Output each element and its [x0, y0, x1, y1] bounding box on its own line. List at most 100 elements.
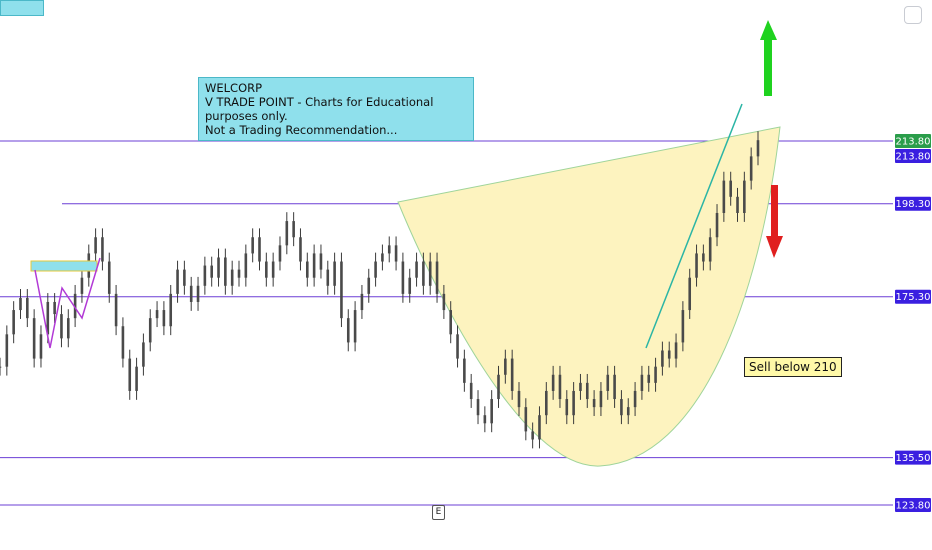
- candle-body: [510, 358, 514, 391]
- candle-body: [135, 366, 138, 391]
- candle-body: [176, 269, 179, 294]
- candle-body: [285, 221, 289, 246]
- candle-body: [688, 277, 692, 311]
- candle-body: [278, 245, 282, 262]
- candle-body: [196, 285, 200, 302]
- top-symbol-tag: [0, 0, 44, 16]
- y-label-5: 123.80: [896, 501, 931, 512]
- candle-body: [428, 261, 432, 286]
- candle-body: [142, 342, 145, 367]
- candle-body: [237, 269, 241, 278]
- up-arrow-head: [760, 20, 777, 40]
- event-marker[interactable]: E: [432, 505, 445, 520]
- candle-body: [394, 245, 398, 262]
- candle-body: [476, 399, 480, 416]
- candle-body: [381, 253, 384, 262]
- candle-body: [53, 301, 56, 315]
- candle-body: [736, 196, 739, 213]
- candle-body: [661, 350, 664, 367]
- candle-body: [12, 310, 15, 335]
- note-line-3: Not a Trading Recommendation...: [205, 123, 398, 137]
- candle-body: [654, 366, 657, 383]
- candle-body: [613, 374, 616, 400]
- chart-settings-icon[interactable]: [904, 6, 922, 24]
- candle-body: [756, 140, 760, 157]
- candle-body: [674, 342, 678, 359]
- candle-body: [401, 261, 405, 294]
- candle-body: [531, 431, 534, 440]
- candle-body: [183, 269, 186, 286]
- y-label-bg-3: [895, 289, 931, 304]
- candle-body: [408, 277, 412, 294]
- note-line-2: V TRADE POINT - Charts for Educational p…: [205, 95, 434, 123]
- candle-body: [497, 374, 500, 400]
- candle-body: [387, 245, 391, 254]
- candle-body: [708, 237, 712, 262]
- candle-body: [463, 358, 466, 383]
- candle-body: [299, 237, 302, 262]
- candle-body: [162, 310, 166, 327]
- candle-body: [374, 261, 377, 278]
- candle-body: [353, 310, 357, 343]
- candle-body: [128, 358, 132, 391]
- sell-below-callout: Sell below 210: [744, 357, 842, 377]
- candle-body: [326, 269, 330, 286]
- candle-body: [189, 285, 193, 302]
- candle-body: [340, 261, 343, 319]
- candle-body: [360, 293, 364, 311]
- candle-body: [551, 374, 555, 391]
- candle-body: [265, 261, 268, 278]
- candle-body: [101, 237, 104, 262]
- candle-body: [538, 415, 541, 440]
- y-label-0: 213.80: [896, 137, 931, 148]
- candle-body: [73, 293, 77, 319]
- candle-body: [346, 318, 350, 343]
- candle-body: [599, 390, 603, 408]
- candle-body: [715, 212, 719, 238]
- candle-body: [80, 277, 84, 294]
- candle-body: [702, 253, 705, 262]
- up-arrow-shaft: [764, 38, 772, 96]
- candle-body: [230, 269, 234, 286]
- candle-body: [592, 399, 596, 408]
- y-label-bg-0: [895, 134, 931, 148]
- candle-body: [46, 301, 50, 335]
- candle-body: [292, 221, 295, 238]
- candle-body: [640, 374, 644, 391]
- y-label-4: 135.50: [896, 453, 931, 464]
- candle-body: [333, 261, 336, 286]
- candle-body: [743, 180, 746, 213]
- left-highlight-box: [30, 260, 98, 272]
- note-line-1: WELCORP: [205, 81, 263, 95]
- candle-body: [148, 318, 152, 343]
- candle-body: [169, 293, 173, 327]
- candle-body: [251, 237, 254, 254]
- candle-body: [579, 382, 582, 391]
- candle-body: [749, 156, 753, 181]
- candle-body: [517, 390, 521, 408]
- candle-body: [422, 261, 425, 286]
- candle-body: [565, 399, 569, 416]
- candle-body: [60, 314, 63, 339]
- candle-body: [545, 390, 548, 416]
- candle-body: [217, 257, 220, 278]
- candle-body: [155, 310, 159, 319]
- candle-body: [271, 261, 275, 278]
- candle-body: [114, 293, 118, 327]
- candle-body: [667, 350, 671, 359]
- candle-body: [26, 297, 29, 319]
- candle-body: [490, 399, 493, 424]
- candle-body: [210, 265, 213, 278]
- candle-body: [572, 390, 575, 416]
- candle-body: [5, 334, 9, 367]
- candle-body: [39, 334, 43, 359]
- candle-body: [483, 415, 487, 424]
- candle-body: [524, 407, 528, 432]
- left-zigzag-pattern: [30, 257, 101, 349]
- down-arrow-shaft: [771, 185, 778, 237]
- chart-note: WELCORP V TRADE POINT - Charts for Educa…: [198, 77, 474, 141]
- candle-body: [19, 297, 22, 311]
- candle-body: [442, 293, 446, 311]
- candle-body: [32, 318, 36, 359]
